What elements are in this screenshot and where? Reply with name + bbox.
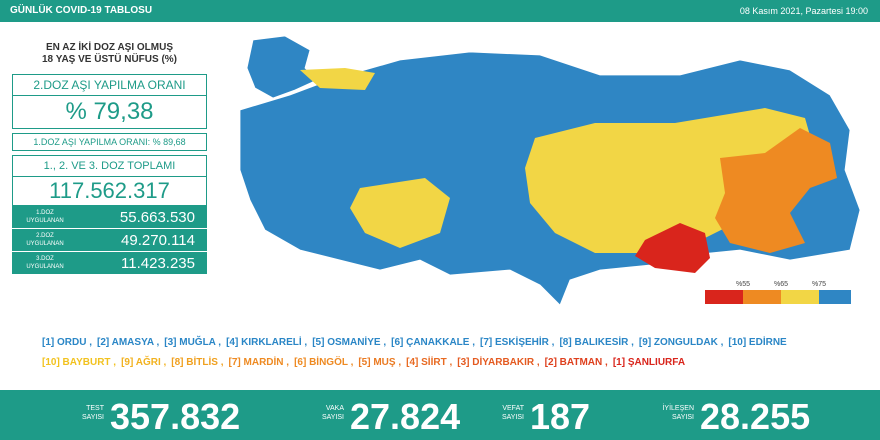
stat-value: 27.824 — [350, 396, 461, 437]
yellow-region — [300, 68, 375, 90]
legend-label: %75 — [812, 281, 826, 288]
stat-label-line: İYİLEŞEN — [662, 405, 694, 412]
stat-label-line: TEST — [86, 405, 104, 412]
total: 117.562.317 — [12, 177, 207, 206]
stat-label-line: SAYISI — [671, 414, 694, 421]
thrace — [246, 35, 318, 99]
top-list: [1] ORDU , [2] AMASYA , [3] MUĞLA , [4] KIR… — [42, 337, 792, 348]
dose-label-line: UYGULANAN — [26, 218, 64, 224]
province: [10] BAYBURT , — [42, 357, 117, 368]
caption: EN AZ İKİ DOZ AŞI OLMUŞ — [45, 42, 174, 53]
header: GÜNLÜK COVID-19 TABLOSU 08 Kasım 2021, P… — [0, 0, 880, 22]
dose-label-line: 2.DOZ — [36, 233, 54, 239]
province: [4] KIRKLARELİ , — [226, 337, 308, 348]
legend-label: %55 — [736, 281, 750, 288]
stat-label-line: SAYISI — [501, 414, 524, 421]
dose-value: 49.270.114 — [121, 232, 195, 249]
dose-label: 2.DOZ UYGULANAN — [20, 232, 70, 248]
dose-label-line: UYGULANAN — [26, 264, 64, 270]
yellow-region — [525, 108, 815, 253]
stat-label: VAKA SAYISI — [310, 404, 344, 422]
stat-value: 357.832 — [110, 396, 241, 437]
stat-label-line: VAKA — [325, 405, 344, 412]
legend-swatch — [819, 290, 851, 304]
orange-region — [715, 128, 837, 253]
stat-label-line: SAYISI — [321, 414, 344, 421]
dose-label-line: 1.DOZ — [36, 210, 54, 216]
vaccine-panel: EN AZ İKİ DOZ AŞI OLMUŞ 18 YAŞ VE ÜSTÜ N… — [12, 42, 207, 275]
stat-label: VEFAT SAYISI — [490, 404, 524, 422]
province: [4] SİİRT , — [406, 357, 453, 368]
province: [2] BATMAN , — [544, 357, 608, 368]
dose-label: 1.DOZ UYGULANAN — [20, 209, 70, 225]
second-dose-title: 2.DOZ AŞI YAPILMA ORANI — [12, 74, 207, 96]
total-title: 1., 2. VE 3. DOZ TOPLAMI — [12, 155, 207, 177]
dose-row: 2.DOZ UYGULANAN 49.270.114 — [12, 229, 207, 252]
province: [9] ZONGULDAK , — [638, 337, 724, 348]
province: [2] AMASYA , — [97, 337, 160, 348]
legend-swatch — [743, 290, 781, 304]
stats-bar: TEST SAYISI 357.832 VAKA SAYISI 27.824 VEFAT SA… — [0, 390, 880, 440]
stat-value: 187 — [530, 396, 591, 437]
dose-rows: 1.DOZ UYGULANAN 55.663.530 2.DOZ UYGULANAN 49… — [12, 206, 207, 275]
dose-label-line: UYGULANAN — [26, 241, 64, 247]
province: [3] MUĞLA , — [164, 337, 222, 348]
legend-swatch — [705, 290, 743, 304]
bottom-list: [10] BAYBURT , [9] AĞRI , [8] BİTLİS , [7] … — [42, 357, 690, 368]
dose-value: 55.663.530 — [119, 209, 195, 226]
yellow-region — [350, 178, 450, 248]
province: [8] BALIKESİR , — [559, 337, 634, 348]
province: [7] MARDİN , — [228, 357, 290, 368]
province: [5] MUŞ , — [358, 357, 402, 368]
province: [1] ORDU , — [42, 337, 92, 348]
province: [3] DİYARBAKIR , — [457, 357, 540, 368]
province: [1] ŞANLIURFA — [612, 357, 686, 368]
province: [6] BİNGÖL , — [294, 357, 354, 368]
dose-label-line: 3.DOZ — [36, 256, 54, 262]
dose-value: 11.423.235 — [121, 255, 195, 272]
province: [8] BİTLİS , — [171, 357, 224, 368]
province: [6] ÇANAKKALE , — [391, 337, 475, 348]
red-region — [635, 223, 710, 273]
stat-label: TEST SAYISI — [70, 404, 104, 422]
caption: 18 YAŞ VE ÜSTÜ NÜFUS (%) — [41, 54, 178, 65]
dose-label: 3.DOZ UYGULANAN — [20, 255, 70, 271]
stat-label: İYİLEŞEN SAYISI — [660, 404, 694, 422]
province: [5] OSMANİYE , — [312, 337, 387, 348]
province: [7] ESKİŞEHİR , — [480, 337, 555, 348]
title: GÜNLÜK COVID-19 TABLOSU — [10, 5, 153, 16]
legend-label: %65 — [774, 281, 788, 288]
legend-swatch — [781, 290, 819, 304]
date: 08 Kasım 2021, Pazartesi 19:00 — [739, 6, 868, 16]
dose-row: 3.DOZ UYGULANAN 11.423.235 — [12, 252, 207, 275]
stat-label-line: VEFAT — [502, 405, 524, 412]
province: [9] AĞRI , — [121, 357, 167, 368]
dose-row: 1.DOZ UYGULANAN 55.663.530 — [12, 206, 207, 229]
second-dose-rate: % 79,38 — [12, 96, 207, 129]
stat-value: 28.255 — [700, 396, 811, 437]
legend: %55 %65 %75 — [705, 281, 851, 304]
first-dose-rate: 1.DOZ AŞI YAPILMA ORANI: % 89,68 — [12, 133, 207, 151]
stat-label-line: SAYISI — [81, 414, 104, 421]
province: [10] EDİRNE — [728, 337, 787, 348]
turkey-map: %55 %65 %75 — [239, 35, 861, 306]
